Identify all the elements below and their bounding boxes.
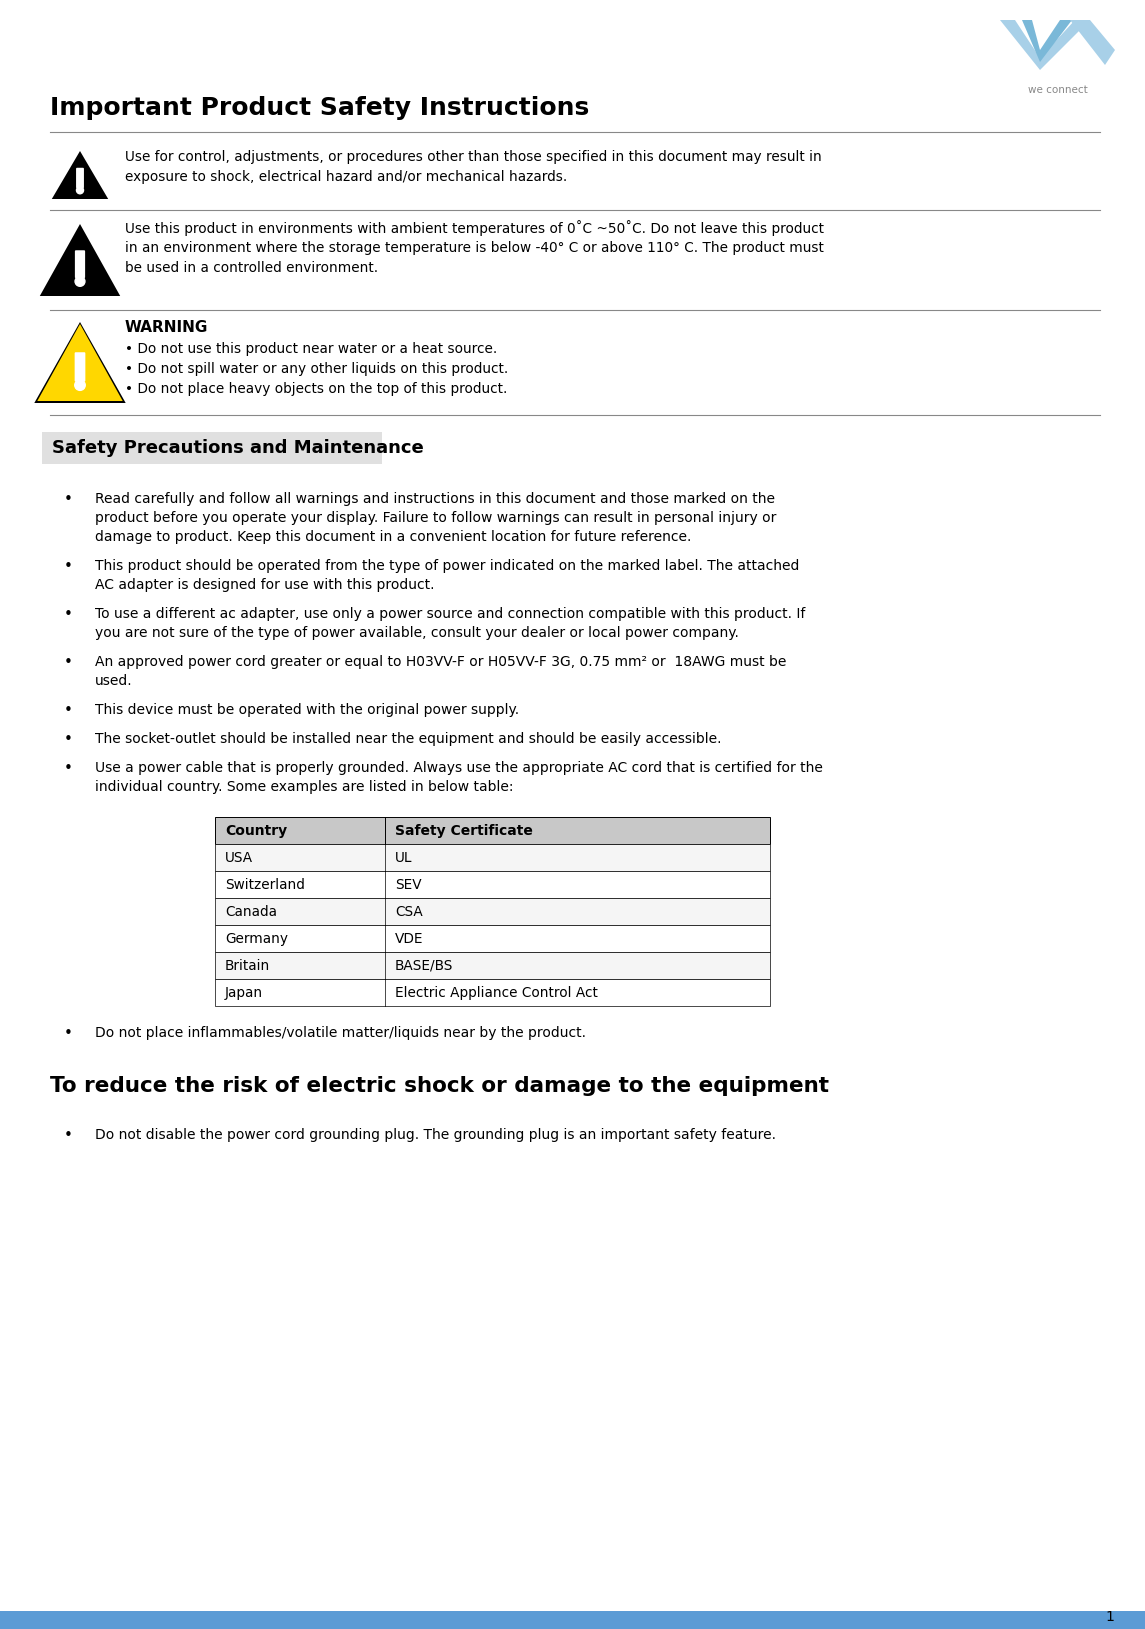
Circle shape: [77, 187, 84, 194]
Text: To reduce the risk of electric shock or damage to the equipment: To reduce the risk of electric shock or …: [50, 1077, 829, 1096]
FancyBboxPatch shape: [215, 925, 769, 951]
FancyBboxPatch shape: [215, 872, 769, 898]
Text: This device must be operated with the original power supply.: This device must be operated with the or…: [95, 704, 519, 717]
Text: •: •: [64, 704, 72, 718]
Text: Use for control, adjustments, or procedures other than those specified in this d: Use for control, adjustments, or procedu…: [125, 150, 822, 184]
Text: • Do not place heavy objects on the top of this product.: • Do not place heavy objects on the top …: [125, 381, 507, 396]
Text: WARNING: WARNING: [125, 319, 208, 336]
Text: SEV: SEV: [395, 878, 421, 891]
Text: •: •: [64, 761, 72, 775]
Polygon shape: [1069, 20, 1115, 65]
Text: Switzerland: Switzerland: [226, 878, 305, 891]
Text: UL: UL: [395, 850, 412, 865]
Text: The socket-outlet should be installed near the equipment and should be easily ac: The socket-outlet should be installed ne…: [95, 731, 721, 746]
FancyBboxPatch shape: [215, 951, 769, 979]
Text: 1: 1: [1106, 1609, 1114, 1624]
Text: Electric Appliance Control Act: Electric Appliance Control Act: [395, 986, 598, 1000]
Text: Britain: Britain: [226, 958, 270, 973]
Text: BASE/BS: BASE/BS: [395, 958, 453, 973]
FancyBboxPatch shape: [215, 844, 769, 872]
Text: Read carefully and follow all warnings and instructions in this document and tho: Read carefully and follow all warnings a…: [95, 492, 776, 544]
FancyBboxPatch shape: [74, 251, 85, 279]
Text: Important Product Safety Instructions: Important Product Safety Instructions: [50, 96, 590, 121]
Text: Safety Certificate: Safety Certificate: [395, 824, 532, 837]
Text: This product should be operated from the type of power indicated on the marked l: This product should be operated from the…: [95, 559, 799, 591]
Text: Do not disable the power cord grounding plug. The grounding plug is an important: Do not disable the power cord grounding …: [95, 1127, 776, 1142]
Text: •: •: [64, 608, 72, 622]
Text: Germany: Germany: [226, 932, 289, 945]
Text: CSA: CSA: [395, 904, 423, 919]
FancyBboxPatch shape: [0, 1611, 1145, 1629]
Text: To use a different ac adapter, use only a power source and connection compatible: To use a different ac adapter, use only …: [95, 608, 805, 640]
Text: Canada: Canada: [226, 904, 277, 919]
Polygon shape: [40, 225, 120, 296]
Text: •: •: [64, 492, 72, 507]
Text: An approved power cord greater or equal to H03VV-F or H05VV-F 3G, 0.75 mm² or  1: An approved power cord greater or equal …: [95, 655, 787, 687]
Text: Use a power cable that is properly grounded. Always use the appropriate AC cord : Use a power cable that is properly groun…: [95, 761, 823, 793]
Text: Do not place inflammables/volatile matter/liquids near by the product.: Do not place inflammables/volatile matte…: [95, 1026, 586, 1039]
Text: •: •: [64, 1127, 72, 1144]
Text: •: •: [64, 1026, 72, 1041]
Text: Safety Precautions and Maintenance: Safety Precautions and Maintenance: [52, 438, 424, 458]
Polygon shape: [34, 323, 126, 402]
Text: •: •: [64, 655, 72, 670]
Text: Use this product in environments with ambient temperatures of 0˚C ~50˚C. Do not : Use this product in environments with am…: [125, 220, 824, 275]
Circle shape: [76, 277, 85, 287]
Polygon shape: [38, 324, 123, 401]
Text: Country: Country: [226, 824, 287, 837]
Polygon shape: [1022, 20, 1072, 62]
Text: USA: USA: [226, 850, 253, 865]
FancyBboxPatch shape: [76, 168, 84, 189]
FancyBboxPatch shape: [215, 979, 769, 1007]
FancyBboxPatch shape: [74, 352, 86, 381]
FancyBboxPatch shape: [42, 432, 382, 464]
Text: VDE: VDE: [395, 932, 424, 945]
Text: Japan: Japan: [226, 986, 263, 1000]
Polygon shape: [52, 151, 108, 199]
Text: •: •: [64, 559, 72, 573]
FancyBboxPatch shape: [215, 818, 769, 844]
Circle shape: [74, 380, 85, 391]
Text: • Do not use this product near water or a heat source.: • Do not use this product near water or …: [125, 342, 497, 357]
Text: we connect: we connect: [1028, 85, 1088, 94]
FancyBboxPatch shape: [215, 898, 769, 925]
Text: • Do not spill water or any other liquids on this product.: • Do not spill water or any other liquid…: [125, 362, 508, 376]
Text: •: •: [64, 731, 72, 748]
Polygon shape: [1000, 20, 1090, 70]
